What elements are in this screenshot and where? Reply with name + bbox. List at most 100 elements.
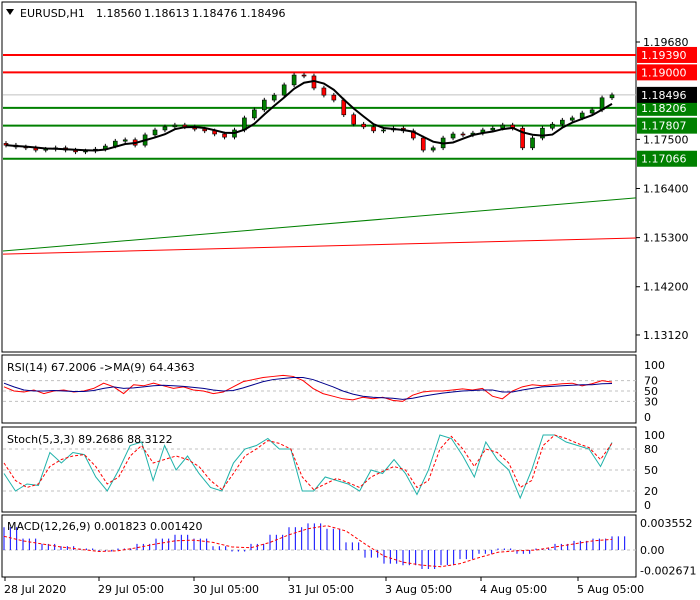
axes: 1.19680 1.17500 1.16400 1.15300 1.14200 1.131… <box>4 36 696 596</box>
price-axis-label: 1.17500 <box>643 133 689 146</box>
candle-body <box>450 133 456 139</box>
current-price-label: 1.18496 <box>641 89 687 102</box>
candle-body <box>420 137 426 151</box>
candle-body <box>560 119 565 125</box>
support-level-label: 1.17807 <box>641 120 687 133</box>
support-level-label: 1.17066 <box>641 153 687 166</box>
collapse-triangle-icon[interactable] <box>6 9 14 15</box>
candle-body <box>122 139 128 142</box>
candle-body <box>162 126 168 131</box>
candle-body <box>341 99 347 116</box>
candle-body <box>172 124 178 128</box>
stoch-main-line <box>3 434 613 500</box>
candle-body <box>152 129 158 136</box>
price-axis-label: 1.16400 <box>643 182 689 195</box>
candle-body <box>381 129 386 132</box>
time-axis-label: 29 Jul 05:00 <box>98 583 164 596</box>
time-axis-label: 4 Aug 05:00 <box>480 583 547 596</box>
macd-axis-label: -0.002671 <box>640 564 696 577</box>
candle-body <box>112 140 118 147</box>
ohlc-high: 1.18613 <box>144 7 190 20</box>
candle-body <box>351 114 357 125</box>
candle-body <box>550 123 555 129</box>
stoch-label: Stoch(5,3,3) 89.2686 88.3122 <box>7 433 173 446</box>
stoch-axis-label: 50 <box>644 464 658 477</box>
time-axis-label: 5 Aug 05:00 <box>577 583 644 596</box>
ohlc-low: 1.18476 <box>192 7 238 20</box>
time-axis-label: 28 Jul 2020 <box>4 583 66 596</box>
rsi-axis-label: 100 <box>644 359 665 372</box>
candle-body <box>291 74 297 86</box>
resistance-level-tag <box>637 46 697 63</box>
candle-body <box>520 127 525 149</box>
stochastic-panel <box>3 434 636 500</box>
candle-body <box>261 99 267 111</box>
stoch-signal-line <box>3 434 613 491</box>
rsi-ma-line <box>3 376 613 400</box>
support-trendline <box>2 197 637 252</box>
candle-body <box>321 87 327 96</box>
support-level-tag <box>637 117 697 134</box>
rsi-axis-label: 70 <box>644 375 658 388</box>
price-axis-label: 1.15300 <box>643 232 689 245</box>
candle-body <box>371 126 376 132</box>
resistance-level-tag <box>637 64 697 81</box>
panel-frame <box>1 354 637 424</box>
candle-body <box>202 128 207 132</box>
candle-body <box>579 112 585 119</box>
price-panel: 1.19390 1.19000 1.18206 1.17807 1.17066 1.184… <box>2 46 697 255</box>
price-axis-label: 1.19680 <box>643 36 689 49</box>
candle-body <box>460 133 466 136</box>
macd-label: MACD(12,26,9) 0.001823 0.001420 <box>7 520 203 533</box>
rsi-line <box>3 374 613 402</box>
support-level-label: 1.18206 <box>641 102 687 115</box>
candle-body <box>281 84 287 96</box>
price-axis-label: 1.14200 <box>643 281 689 294</box>
candle-body <box>589 109 595 114</box>
support-level-tag <box>637 99 697 116</box>
candle-body <box>361 123 366 128</box>
candle-body <box>569 117 575 121</box>
candle-body <box>252 109 257 119</box>
symbol-label: EURUSD,H1 <box>20 7 85 20</box>
time-axis-label: 3 Aug 05:00 <box>385 583 452 596</box>
candle-body <box>271 94 277 101</box>
resistance-trendline <box>2 237 637 255</box>
candle-body <box>490 127 496 131</box>
candle-body <box>222 133 227 138</box>
stoch-axis-label: 20 <box>644 485 658 498</box>
rsi-label: RSI(14) 67.2006 ->MA(9) 64.4363 <box>7 361 195 374</box>
panel-frame <box>1 514 637 578</box>
candle-body <box>331 94 337 101</box>
rsi-axis-label: 30 <box>644 395 658 408</box>
stoch-axis-label: 80 <box>644 443 658 456</box>
price-axis-label: 1.13120 <box>643 329 689 342</box>
current-price-tag <box>637 86 697 103</box>
rsi-panel <box>3 374 636 402</box>
time-axis-label: 30 Jul 05:00 <box>193 583 259 596</box>
candle-body <box>301 74 307 77</box>
candle-body <box>500 124 506 129</box>
ohlc-close: 1.18496 <box>240 7 286 20</box>
rsi-axis-label: 50 <box>644 385 658 398</box>
macd-axis-label: 0.00 <box>640 544 665 557</box>
time-axis-label: 31 Jul 05:00 <box>288 583 354 596</box>
resistance-level-label: 1.19000 <box>641 66 687 79</box>
candle-body <box>540 127 545 139</box>
stoch-axis-label: 0 <box>644 499 651 512</box>
candle-body <box>530 137 535 149</box>
candle-body <box>609 94 615 99</box>
rsi-axis-label: 0 <box>644 411 651 424</box>
stoch-axis-label: 100 <box>644 429 665 442</box>
resistance-level-label: 1.19390 <box>641 49 687 62</box>
macd-panel <box>3 523 636 569</box>
ohlc-open: 1.18560 <box>96 7 142 20</box>
support-level-tag <box>637 150 697 167</box>
macd-axis-label: 0.003552 <box>640 517 693 530</box>
macd-signal-line <box>3 525 613 568</box>
candle-body <box>430 147 436 151</box>
panel-frame <box>1 1 637 353</box>
moving-average-line <box>5 79 613 152</box>
